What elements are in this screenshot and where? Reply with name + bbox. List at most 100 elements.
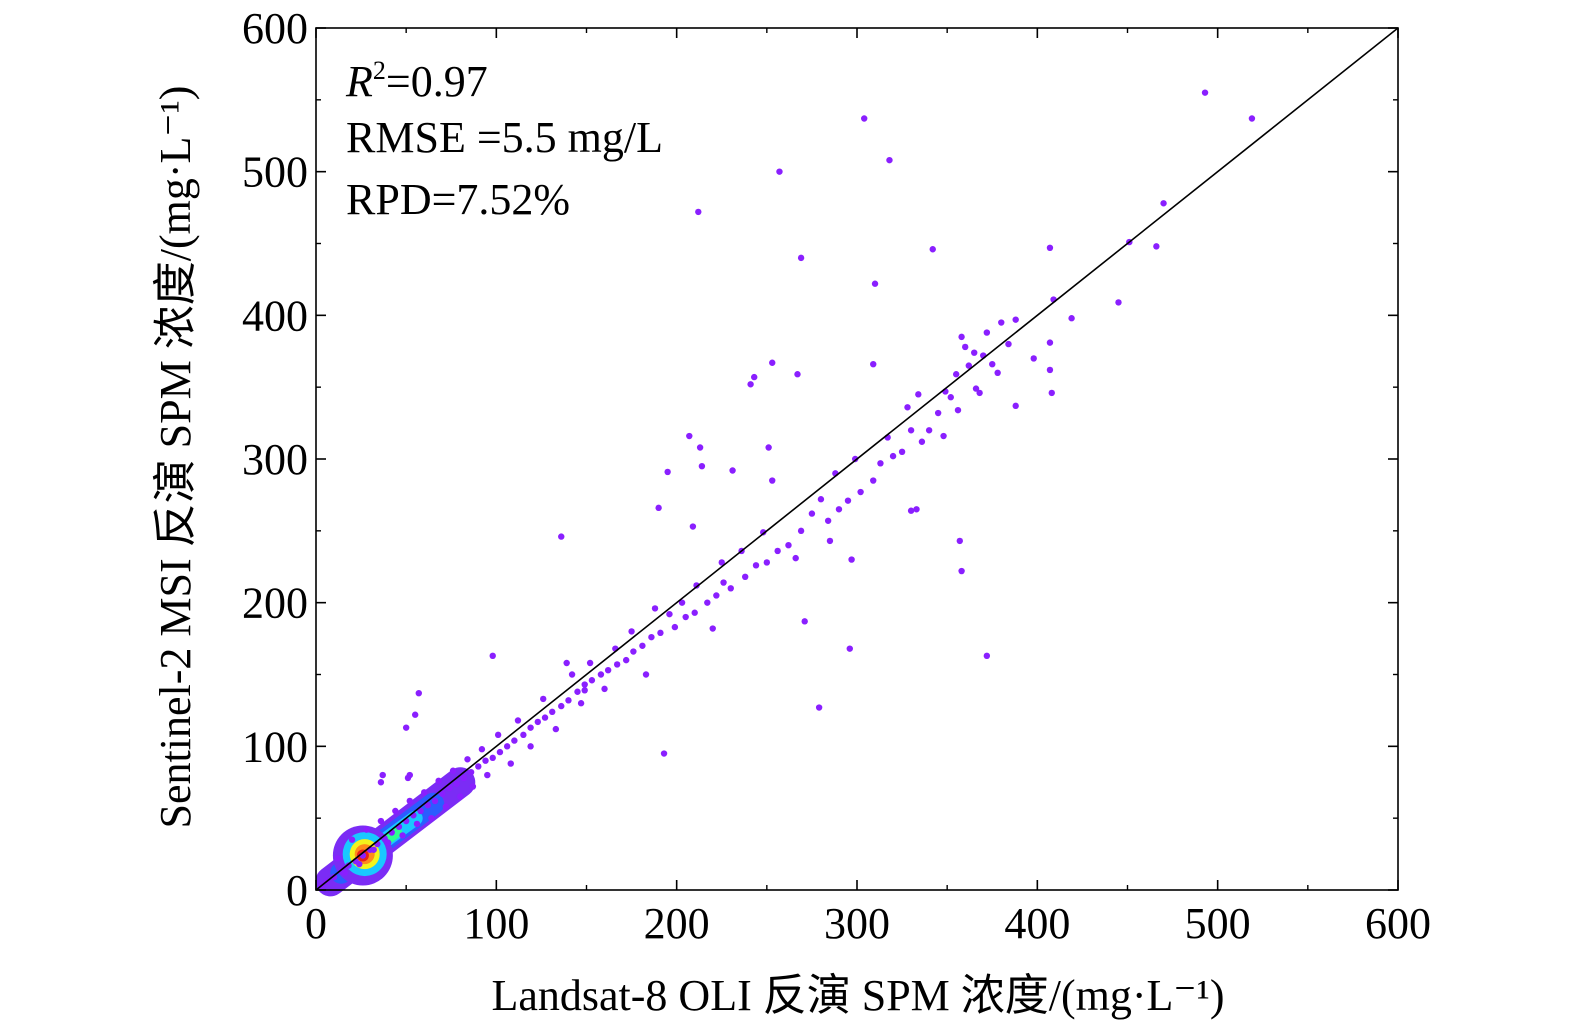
data-point: [541, 714, 549, 721]
data-point: [655, 504, 662, 512]
data-point: [695, 208, 702, 216]
data-point: [848, 556, 855, 563]
data-point: [747, 381, 754, 388]
x-tick-label: 0: [305, 899, 327, 948]
data-point: [826, 537, 834, 545]
data-point: [752, 562, 760, 569]
data-point: [994, 369, 1001, 376]
data-point: [1153, 243, 1160, 250]
data-point: [341, 869, 349, 876]
data-point: [682, 613, 689, 621]
data-point: [741, 573, 749, 581]
data-point: [540, 695, 547, 703]
data-point: [972, 385, 980, 392]
data-point: [489, 652, 496, 660]
data-point: [1012, 316, 1019, 323]
data-point: [411, 711, 419, 718]
data-point: [1201, 89, 1209, 96]
data-point: [489, 754, 496, 762]
data-point: [846, 645, 853, 652]
data-point: [671, 623, 679, 631]
data-point: [568, 671, 576, 678]
data-point: [581, 681, 588, 688]
data-point: [835, 506, 843, 513]
data-point: [402, 724, 410, 731]
data-point: [952, 371, 960, 378]
data-point: [971, 349, 978, 356]
data-point: [1068, 315, 1075, 322]
data-point: [962, 343, 969, 351]
data-point: [857, 488, 864, 496]
data-point: [574, 688, 581, 695]
data-point: [628, 628, 635, 635]
data-point: [727, 585, 734, 592]
data-point: [379, 771, 386, 779]
data-point: [696, 444, 704, 451]
data-point: [431, 797, 439, 805]
data-point: [604, 666, 612, 674]
data-point: [581, 687, 588, 694]
y-tick-label: 500: [242, 148, 308, 197]
data-point: [691, 609, 698, 616]
data-point: [934, 409, 942, 417]
y-tick-label: 100: [242, 722, 308, 771]
data-point: [622, 656, 630, 664]
x-axis-label: Landsat-8 OLI 反演 SPM 浓度/(mg·L⁻¹): [491, 971, 1224, 1020]
data-point: [998, 319, 1005, 326]
data-point: [689, 523, 697, 530]
data-point: [871, 280, 879, 287]
data-point: [976, 389, 983, 397]
data-point: [666, 610, 673, 618]
data-point: [558, 533, 565, 540]
data-point: [475, 763, 482, 770]
data-point: [651, 605, 659, 612]
data-point: [954, 406, 962, 414]
data-point: [686, 432, 693, 440]
data-point: [718, 559, 725, 566]
data-point: [792, 554, 799, 562]
data-point: [1030, 355, 1037, 362]
x-tick-label: 500: [1185, 899, 1251, 948]
y-tick-label: 0: [286, 866, 308, 915]
x-tick-label: 400: [1004, 899, 1070, 948]
data-point: [1248, 115, 1256, 122]
data-point: [907, 427, 915, 434]
data-point: [678, 599, 686, 606]
data-point: [693, 582, 700, 589]
data-point: [1046, 366, 1054, 374]
r2-value: =0.97: [386, 57, 488, 106]
data-point: [983, 652, 991, 660]
data-point: [577, 700, 585, 707]
data-point: [929, 246, 936, 253]
data-point: [907, 507, 915, 514]
data-point: [844, 497, 852, 504]
x-tick-label: 600: [1365, 899, 1431, 948]
data-point: [345, 862, 352, 869]
data-point: [801, 618, 808, 625]
data-point: [514, 717, 522, 724]
data-point: [983, 329, 991, 336]
data-point: [527, 724, 534, 731]
data-point: [404, 774, 412, 782]
data-point: [713, 592, 720, 599]
data-point: [808, 510, 816, 517]
data-point: [384, 839, 392, 846]
data-point: [467, 768, 475, 776]
data-point: [494, 731, 502, 739]
data-point: [763, 559, 771, 566]
data-point: [527, 743, 534, 750]
data-point: [1048, 389, 1055, 397]
data-point: [989, 360, 996, 368]
data-point: [824, 517, 832, 524]
data-point: [446, 784, 453, 792]
data-point: [913, 506, 920, 513]
data-point: [639, 642, 646, 649]
rmse-annotation: RMSE =5.5 mg/L: [346, 113, 663, 162]
data-point: [898, 448, 906, 456]
data-point: [377, 779, 385, 786]
data-point: [377, 817, 385, 825]
data-point: [478, 746, 486, 753]
data-point: [348, 836, 356, 843]
data-point: [613, 661, 621, 668]
data-point: [424, 802, 432, 809]
